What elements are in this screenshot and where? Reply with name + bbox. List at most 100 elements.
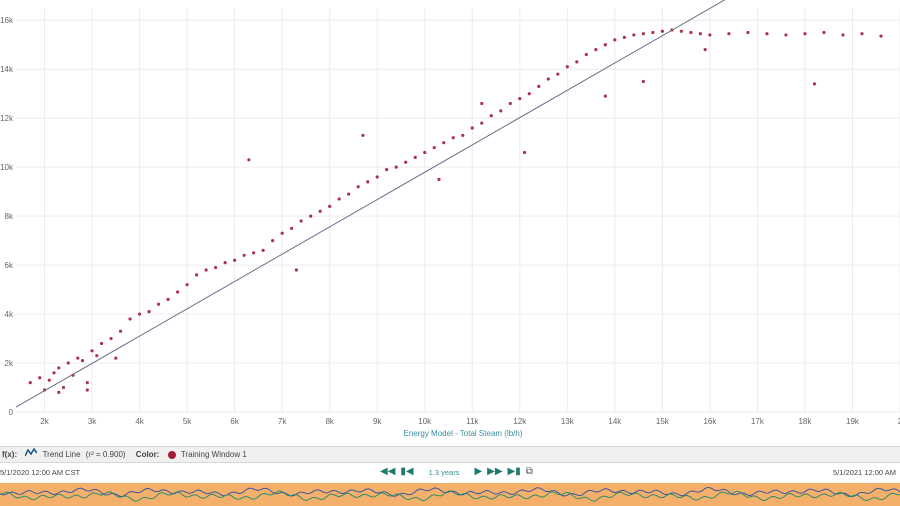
trend-line-layer — [15, 0, 726, 408]
data-point — [233, 258, 237, 262]
data-point — [128, 317, 132, 321]
data-point — [99, 341, 104, 346]
data-point — [727, 32, 731, 36]
x-tick-label: 17k — [751, 417, 765, 426]
overview-series-blue — [0, 486, 900, 498]
time-nav-controls: ◀◀ ▮◀ 1.3 years ▶ ▶▶ ▶▮ ⧉ — [380, 465, 533, 479]
data-point — [242, 253, 246, 257]
step-back-icon[interactable]: ▮◀ — [400, 466, 414, 477]
jump-to-now-icon[interactable]: ▶▮ — [507, 466, 521, 477]
x-axis-label: Energy Model - Total Steam (lb/h) — [403, 429, 522, 438]
data-point — [57, 366, 61, 370]
data-point — [812, 82, 817, 86]
data-point — [603, 43, 607, 47]
data-point — [147, 310, 151, 314]
data-point — [318, 209, 322, 213]
data-point — [309, 214, 313, 218]
x-tick-label: 5k — [183, 417, 192, 426]
x-tick-label: 19k — [846, 417, 860, 426]
data-point — [61, 385, 66, 390]
data-point — [356, 185, 360, 189]
y-tick-label: 2k — [5, 359, 14, 368]
data-point — [95, 354, 99, 358]
data-point — [57, 390, 61, 395]
data-point — [385, 168, 389, 172]
data-point — [214, 265, 218, 270]
data-point — [137, 312, 142, 316]
data-point — [437, 177, 441, 181]
data-point — [280, 231, 284, 235]
data-point — [822, 30, 826, 35]
y-tick-label: 6k — [5, 261, 14, 270]
data-point — [508, 101, 512, 106]
data-point — [204, 268, 208, 272]
data-point — [708, 33, 712, 37]
data-point — [114, 356, 118, 360]
data-point — [337, 197, 341, 201]
data-point — [90, 349, 94, 353]
x-tick-label: 11k — [466, 417, 479, 426]
data-point — [423, 150, 427, 155]
data-point — [546, 77, 550, 81]
zoom-reset-icon[interactable]: ⧉ — [525, 466, 533, 477]
data-point — [366, 180, 370, 184]
x-tick-label: 16k — [703, 417, 717, 426]
data-point — [679, 29, 683, 33]
data-point — [52, 371, 56, 375]
data-point — [451, 136, 455, 140]
series-label[interactable]: Training Window 1 — [180, 450, 247, 460]
data-point — [294, 268, 299, 272]
x-tick-label: 12k — [513, 417, 527, 426]
step-back-large-icon[interactable]: ◀◀ — [380, 466, 396, 477]
series-color-swatch — [167, 450, 176, 459]
data-point — [361, 133, 365, 137]
x-tick-label: 9k — [373, 417, 382, 426]
data-point — [518, 96, 522, 101]
x-tick-label: 3k — [88, 417, 97, 426]
axis-ticks: 2k 3k 4k 5k 6k 7k 8k 9k 10k 11k 12k 13k 14k 15k 16k 17k… — [0, 16, 900, 426]
y-tick-label: 4k — [5, 310, 14, 319]
y-tick-label: 16k — [0, 16, 14, 25]
data-point — [879, 34, 883, 38]
overview-series-green — [0, 490, 900, 502]
data-point — [66, 361, 70, 365]
trend-line-label[interactable]: Trend Line — [42, 450, 81, 460]
duration-display[interactable]: 1.3 years — [428, 467, 460, 477]
data-point — [641, 32, 645, 36]
data-point — [85, 388, 89, 392]
data-point — [271, 239, 275, 243]
step-forward-large-icon[interactable]: ▶▶ — [487, 466, 503, 477]
fx-label: f(x): — [2, 450, 18, 460]
data-point — [156, 302, 161, 306]
data-point — [413, 155, 417, 159]
data-point — [247, 158, 251, 162]
data-point — [38, 376, 42, 380]
range-start-date[interactable]: 5/1/2020 12:00 AM CST — [0, 468, 81, 477]
data-point — [118, 329, 123, 333]
data-point — [522, 150, 527, 155]
range-end-date[interactable]: 5/1/2021 12:00 AM — [833, 468, 896, 477]
data-point — [565, 65, 569, 69]
trend-line-icon[interactable] — [24, 447, 38, 462]
data-point — [703, 48, 707, 52]
data-point — [651, 30, 655, 35]
data-point — [195, 273, 199, 277]
data-point — [461, 133, 465, 137]
data-point — [252, 251, 256, 255]
data-point — [632, 33, 636, 37]
y-tick-label: 12k — [0, 114, 14, 123]
data-point — [537, 84, 541, 88]
y-tick-label: 0 — [9, 408, 14, 417]
step-forward-icon[interactable]: ▶ — [474, 466, 483, 477]
trend-overview-strip[interactable] — [0, 483, 900, 506]
data-point — [489, 114, 493, 118]
y-tick-label: 14k — [0, 65, 14, 74]
x-tick-label: 2 — [898, 417, 900, 426]
data-point — [584, 52, 588, 57]
data-point — [641, 79, 645, 84]
data-point — [746, 30, 750, 35]
data-point — [404, 160, 408, 164]
data-point — [499, 109, 503, 113]
data-point — [784, 33, 788, 37]
data-point — [613, 38, 617, 42]
